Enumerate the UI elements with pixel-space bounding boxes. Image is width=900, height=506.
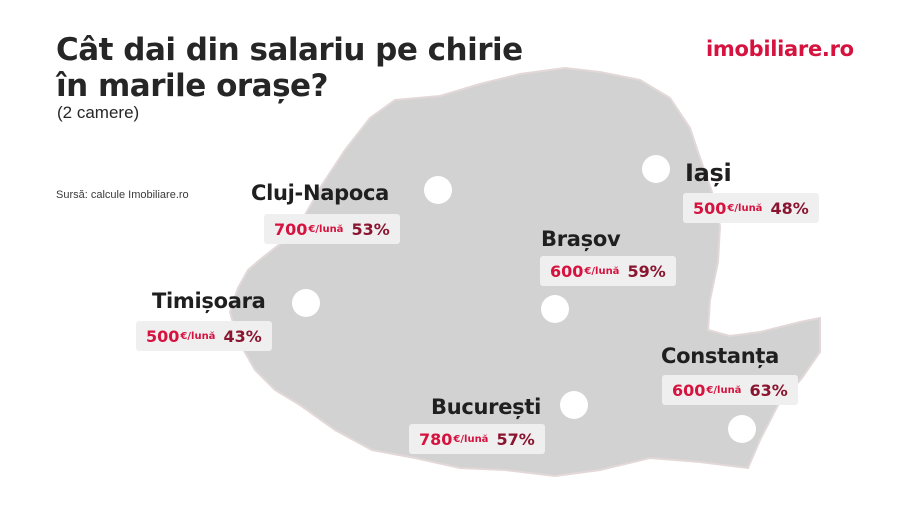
city-label-constanta: 600 €/lună 63% bbox=[662, 375, 798, 405]
subtitle: (2 camere) bbox=[57, 103, 140, 122]
city-label-brasov: 600 €/lună 59% bbox=[540, 256, 676, 286]
city-dot-bucuresti bbox=[560, 391, 588, 419]
price-timisoara: 500 bbox=[146, 326, 180, 346]
city-label-timisoara: 500 €/lună 43% bbox=[136, 321, 272, 351]
city-dot-iasi bbox=[642, 155, 670, 183]
percent-constanta: 63% bbox=[749, 380, 788, 400]
percent-iasi: 48% bbox=[770, 198, 809, 218]
city-label-cluj: 700 €/lună 53% bbox=[264, 214, 400, 244]
percent-brasov: 59% bbox=[627, 261, 666, 281]
percent-cluj: 53% bbox=[351, 219, 390, 239]
page-title: Cât dai din salariu pe chirie în marile … bbox=[56, 32, 523, 104]
unit-constanta: €/lună bbox=[706, 384, 742, 396]
unit-timisoara: €/lună bbox=[180, 330, 216, 342]
title-line-1: Cât dai din salariu pe chirie bbox=[56, 32, 523, 68]
brand-logo[interactable]: imobiliare.ro bbox=[706, 37, 854, 61]
unit-iasi: €/lună bbox=[727, 202, 763, 214]
price-bucuresti: 780 bbox=[419, 429, 453, 449]
romania-outline bbox=[228, 66, 821, 478]
price-cluj: 700 bbox=[274, 219, 308, 239]
price-iasi: 500 bbox=[693, 198, 727, 218]
city-dot-cluj bbox=[424, 176, 452, 204]
price-constanta: 600 bbox=[672, 380, 706, 400]
city-name-brasov: Brașov bbox=[541, 227, 621, 251]
source-note: Sursă: calcule Imobiliare.ro bbox=[56, 189, 189, 201]
city-name-bucuresti: București bbox=[431, 395, 541, 419]
city-dot-timisoara bbox=[292, 289, 320, 317]
percent-bucuresti: 57% bbox=[496, 429, 535, 449]
unit-cluj: €/lună bbox=[308, 223, 344, 235]
city-name-constanta: Constanța bbox=[661, 344, 779, 368]
city-label-bucuresti: 780 €/lună 57% bbox=[409, 424, 545, 454]
city-label-iasi: 500 €/lună 48% bbox=[683, 193, 819, 223]
percent-timisoara: 43% bbox=[223, 326, 262, 346]
unit-brasov: €/lună bbox=[584, 265, 620, 277]
title-line-2: în marile orașe? bbox=[56, 68, 329, 104]
city-dot-constanta bbox=[728, 415, 756, 443]
unit-bucuresti: €/lună bbox=[453, 433, 489, 445]
city-name-iasi: Iași bbox=[685, 159, 732, 187]
city-name-cluj: Cluj-Napoca bbox=[251, 181, 389, 205]
city-name-timisoara: Timișoara bbox=[152, 289, 266, 313]
price-brasov: 600 bbox=[550, 261, 584, 281]
city-dot-brasov bbox=[541, 295, 569, 323]
